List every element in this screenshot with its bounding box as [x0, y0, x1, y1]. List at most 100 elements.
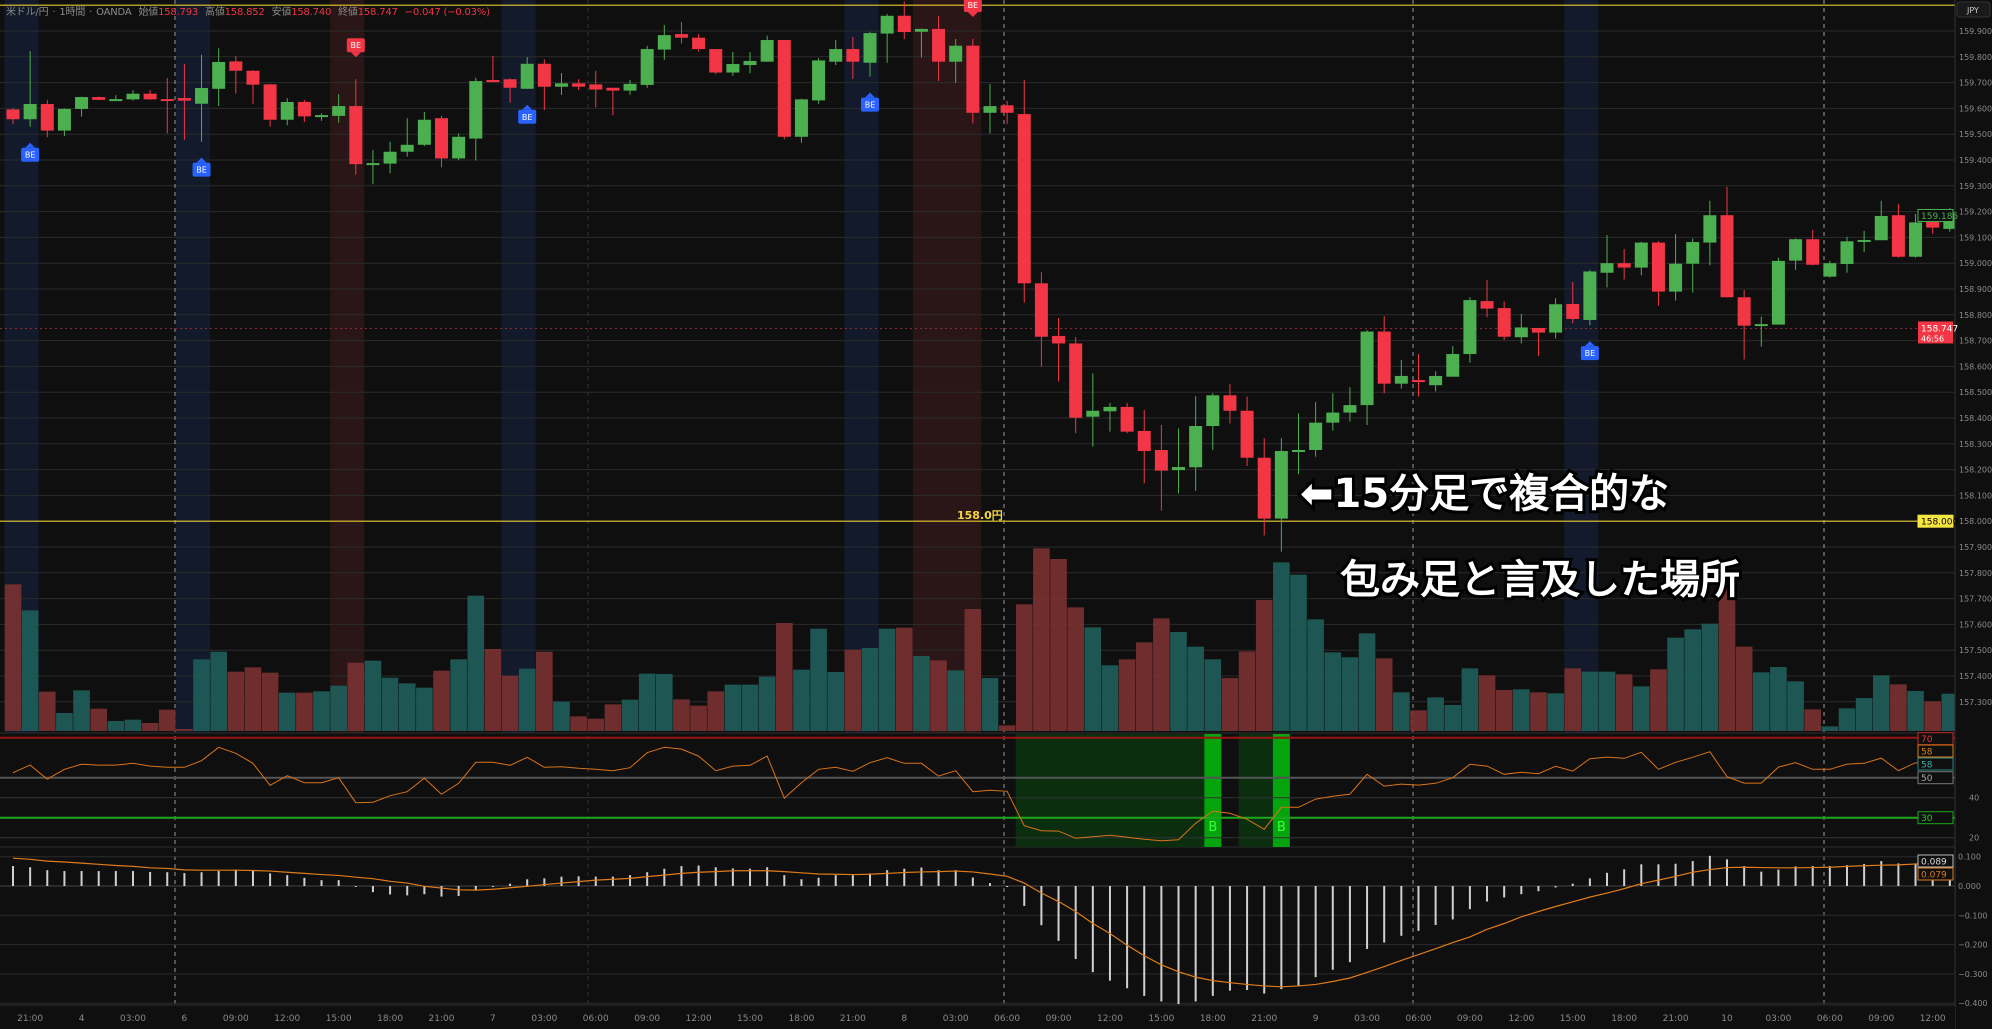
- candle: [57, 108, 71, 137]
- last-price-label: 159.185: [1921, 212, 1958, 222]
- volume-bar: [861, 648, 879, 731]
- volume-bar: [1821, 726, 1839, 731]
- macd-bar: [12, 866, 14, 886]
- sell-signal-marker[interactable]: BE: [963, 0, 982, 17]
- candle: [315, 113, 329, 121]
- candle: [486, 56, 500, 83]
- price-tick-label: 157.500: [1959, 646, 1992, 655]
- macd-bar: [1228, 886, 1231, 991]
- macd-bar: [851, 875, 854, 886]
- volume-bar: [1170, 632, 1187, 731]
- marker-box: [518, 109, 537, 124]
- candle: [863, 31, 877, 77]
- candle-body: [880, 15, 894, 34]
- price-tick-label: 157.600: [1959, 620, 1992, 629]
- candle-body: [572, 83, 586, 87]
- rsi-line: [12, 746, 1950, 842]
- marker-box: [963, 0, 982, 12]
- macd-bar: [46, 870, 49, 886]
- marker-arrow-up-icon: [522, 104, 533, 110]
- macd-tick-label: −0.300: [1958, 970, 1988, 979]
- volume-bar: [1924, 701, 1941, 731]
- time-axis[interactable]: [0, 1006, 1955, 1029]
- symbol-name[interactable]: 米ドル/円: [6, 7, 49, 18]
- volume-bar: [124, 719, 142, 731]
- candle-body: [349, 106, 363, 165]
- annotation-text-1: 15分足で複合的な: [1331, 468, 1673, 520]
- candle-body: [1292, 449, 1305, 452]
- volume-bar: [1050, 559, 1067, 731]
- candle: [880, 13, 894, 63]
- volume-bar: [1838, 708, 1856, 731]
- candle: [949, 38, 963, 84]
- sell-signal-marker[interactable]: BE: [346, 38, 365, 58]
- buy-signal-marker[interactable]: BE: [1580, 341, 1599, 361]
- candle-body: [195, 88, 209, 104]
- candle: [1480, 279, 1494, 318]
- macd-tick-label: 0.100: [1958, 853, 1981, 862]
- candle: [760, 35, 774, 62]
- macd-bar: [406, 886, 409, 896]
- volume-bar: [553, 701, 570, 731]
- candle-body: [75, 97, 89, 109]
- signal-value-label-box: [1917, 867, 1954, 881]
- macd-bar: [1263, 886, 1266, 994]
- candle: [1549, 298, 1563, 339]
- volume-bar: [1890, 684, 1907, 731]
- volume-bar: [1341, 657, 1359, 731]
- time-tick-label: 18:00: [377, 1014, 403, 1024]
- buy-signal-marker[interactable]: BE: [861, 92, 879, 112]
- macd-bar: [303, 877, 306, 886]
- candle: [1754, 316, 1768, 347]
- price-tick-label: 158.000: [1959, 517, 1992, 526]
- buy-signal-marker[interactable]: BE: [192, 157, 211, 177]
- candle: [1377, 316, 1391, 394]
- candle-body: [709, 49, 723, 73]
- price-tick-label: 159.300: [1959, 182, 1992, 191]
- price-tick-label: 157.300: [1959, 698, 1992, 707]
- volume-bar: [707, 691, 725, 731]
- candle: [846, 36, 860, 79]
- candle-body: [812, 60, 826, 101]
- price-tick-label: 159.100: [1959, 233, 1992, 242]
- volume-bar: [1375, 658, 1393, 731]
- volume-bar: [1015, 604, 1033, 731]
- macd-bar: [183, 873, 186, 886]
- currency-button[interactable]: [1956, 1, 1991, 18]
- macd-bar: [560, 876, 563, 886]
- volume-bar: [1393, 692, 1410, 731]
- candle-body: [92, 97, 106, 100]
- volume-bar: [1204, 659, 1222, 731]
- interval[interactable]: 1時間: [59, 7, 86, 18]
- macd-bar: [1828, 866, 1831, 886]
- volume-bar: [1633, 686, 1650, 731]
- buy-signal-marker[interactable]: BE: [21, 142, 40, 162]
- volume-bar: [193, 659, 210, 731]
- volume-bar: [158, 709, 176, 731]
- candle: [160, 77, 174, 134]
- rsi-oversold-zone: [1015, 734, 1205, 847]
- candle: [23, 51, 37, 127]
- price-tick-label: 158.700: [1959, 337, 1992, 346]
- time-tick-label: 03:00: [1354, 1014, 1380, 1024]
- candle-body: [503, 79, 517, 88]
- candle: [1394, 359, 1408, 389]
- candle: [692, 34, 706, 52]
- rsi-tick-label: 40: [1969, 794, 1979, 803]
- volume-bar: [1187, 646, 1204, 731]
- candle-body: [1737, 297, 1751, 326]
- time-tick-label: 03:00: [531, 1014, 557, 1024]
- volume-bar: [261, 672, 279, 731]
- candle: [1669, 234, 1683, 301]
- buy-signal-marker[interactable]: BE: [518, 104, 537, 124]
- candle-body: [1806, 239, 1820, 265]
- price-axis[interactable]: [1955, 0, 1992, 1029]
- candle: [1703, 200, 1717, 266]
- time-tick-label: 15:00: [737, 1014, 763, 1024]
- volume-bar: [1547, 693, 1564, 731]
- volume-bar: [895, 627, 913, 731]
- macd-bar: [251, 870, 254, 886]
- candle: [674, 21, 688, 44]
- macd-bar: [1571, 883, 1574, 886]
